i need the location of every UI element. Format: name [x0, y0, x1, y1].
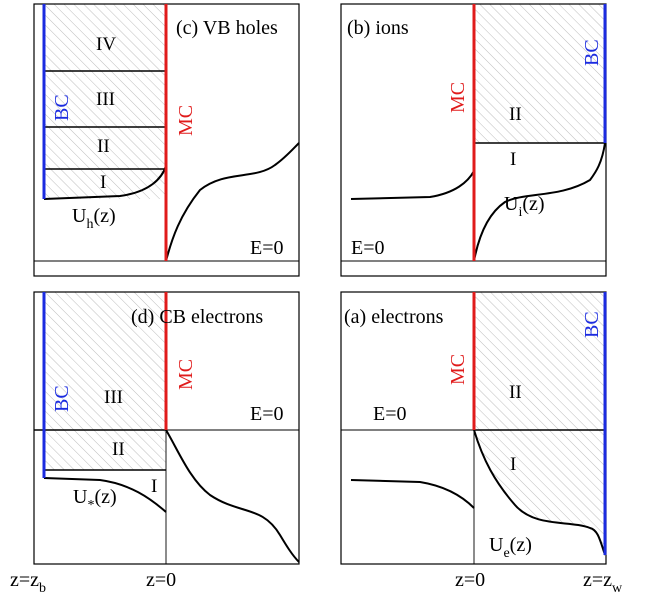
panel-b-region-i: I: [510, 149, 516, 170]
panel-c-potential-label: Uh(z): [72, 205, 116, 232]
panel-d-cb-electrons: (d) CB electrons III II I MC BC U*(z) E=…: [33, 291, 300, 565]
panel-c-hatched-region: [44, 4, 166, 199]
panel-a-potential-label: Ue(z): [489, 534, 532, 561]
panel-b-ions: (b) ions II I MC BC Ui(z) E=0: [340, 3, 607, 277]
panel-c-potential-curve-left: [43, 165, 167, 200]
panel-a-hatched-region-upper: [474, 292, 605, 430]
panel-c-region-i: I: [100, 172, 106, 193]
panel-b-field-label: E=0: [351, 237, 385, 259]
panel-d-bc-label: BC: [51, 385, 73, 412]
panel-c-region-ii: II: [97, 136, 110, 157]
panel-a-electrons: (a) electrons II I MC BC Ue(z) E=0: [340, 291, 607, 565]
axis-label-z-w: z=zw: [583, 569, 623, 596]
panel-d-potential-curve-right: [165, 429, 300, 563]
axis-label-z-b: z=zb: [10, 569, 46, 596]
panel-d-potential-curve-left: [43, 477, 167, 513]
axis-label-z0-left: z=0: [146, 569, 176, 591]
panel-a-potential-curve-left: [350, 479, 475, 509]
panel-d-field-label: E=0: [250, 403, 284, 425]
panel-d-region-i: I: [151, 476, 157, 497]
panel-a-field-label: E=0: [373, 403, 407, 425]
panel-c-title: (c) VB holes: [176, 17, 278, 39]
panel-c-mc-label: MC: [175, 105, 197, 136]
panel-d-mc-label: MC: [175, 359, 197, 390]
panel-b-potential-label: Ui(z): [504, 193, 545, 220]
panel-b-potential-curve-left: [350, 170, 475, 200]
panel-d-title: (d) CB electrons: [131, 306, 263, 328]
panel-b-bc-label: BC: [581, 39, 603, 66]
panel-b-title: (b) ions: [347, 17, 409, 39]
panel-a-title: (a) electrons: [344, 306, 444, 328]
axis-labels: z=zb z=0 z=0 z=zw: [10, 569, 623, 596]
panel-b-mc-label: MC: [447, 82, 469, 113]
panel-d-hatched-region-lower: [44, 430, 166, 470]
axis-label-z0-right: z=0: [455, 569, 485, 591]
panel-b-hatched-region: [474, 4, 605, 143]
panel-b-region-ii: II: [509, 104, 522, 125]
panel-a-bc-label: BC: [581, 311, 603, 338]
panel-c-potential-curve-right: [165, 142, 300, 262]
panel-a-mc-label: MC: [447, 354, 469, 385]
panel-c-region-iii: III: [96, 89, 115, 110]
panel-b-potential-curve-right: [473, 142, 606, 262]
panel-c-field-label: E=0: [250, 237, 284, 259]
panel-c-vb-holes: (c) VB holes IV III II I MC BC Uh(z) E=0: [33, 3, 300, 277]
panel-a-region-ii: II: [509, 382, 522, 403]
panel-c-region-iv: IV: [96, 34, 116, 55]
panel-d-potential-label: U*(z): [73, 486, 117, 513]
panel-d-region-ii: II: [112, 439, 125, 460]
panel-d-region-iii: III: [104, 387, 123, 408]
panel-a-region-i: I: [510, 454, 516, 475]
panel-d-hatched-region-upper: [44, 292, 166, 430]
panel-a-potential-curve-right: [473, 429, 606, 556]
panel-c-bc-label: BC: [51, 94, 73, 121]
